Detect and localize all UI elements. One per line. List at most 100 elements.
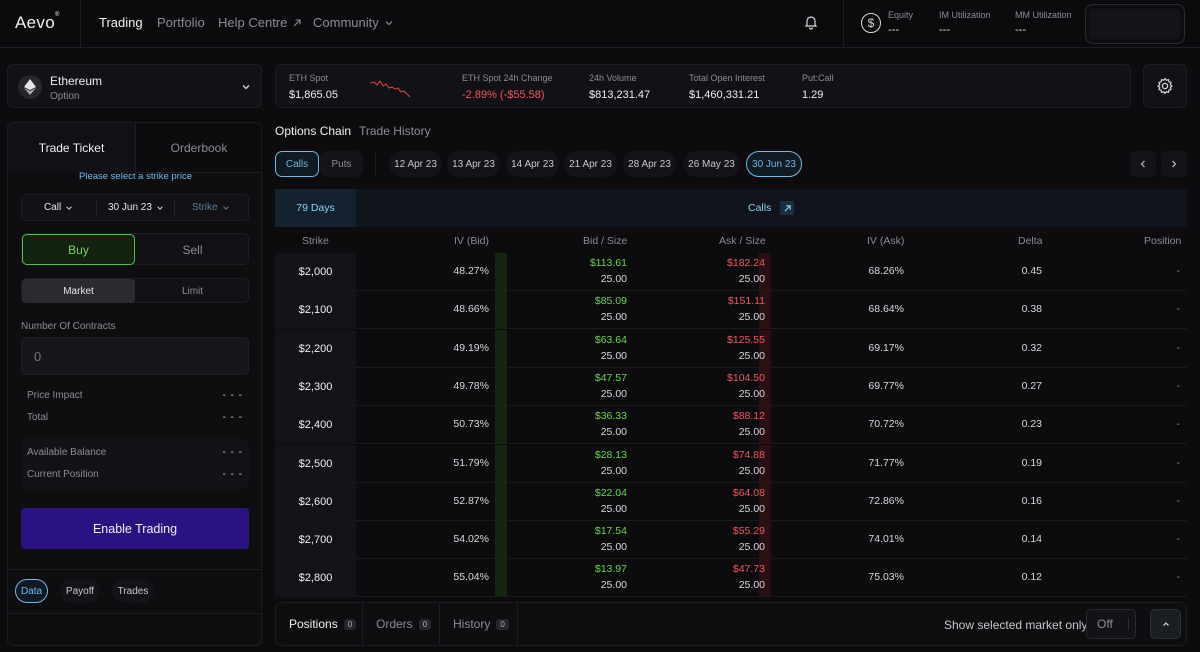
ask-size-cell: 25.00 [738, 387, 765, 400]
expiry-21-apr-23[interactable]: 21 Apr 23 [564, 151, 617, 177]
side-label: Calls [748, 202, 772, 214]
limit-order-button[interactable]: Limit [181, 285, 204, 297]
bid-price-cell[interactable]: $28.13 [594, 448, 627, 461]
ask-depth-bar [759, 329, 771, 368]
bid-price-cell[interactable]: $113.61 [589, 257, 627, 269]
header-bid-size: Bid / Size [583, 235, 628, 247]
position-cell: - [1176, 379, 1181, 392]
ask-depth-bar [759, 521, 771, 560]
tab-orders[interactable]: Orders 0 [376, 603, 432, 645]
arrow-up-right-icon[interactable] [780, 201, 794, 215]
ask-price-cell[interactable]: $64.08 [732, 486, 765, 499]
iv-ask-cell: 69.77% [868, 379, 904, 392]
expiry-14-apr-23[interactable]: 14 Apr 23 [506, 151, 559, 177]
chevron-right-icon[interactable] [1161, 151, 1187, 177]
expiry-26-may-23[interactable]: 26 May 23 [683, 151, 740, 177]
bid-size-cell: 25.00 [600, 349, 627, 362]
iv-bid-cell: 49.19% [453, 341, 489, 354]
bid-price-cell[interactable]: $13.97 [594, 563, 627, 576]
expiry-30-jun-23[interactable]: 30 Jun 23 [746, 151, 802, 177]
iv-ask-cell: 68.26% [868, 265, 904, 277]
ask-price-cell[interactable]: $151.11 [727, 295, 765, 308]
pill-trades[interactable]: Trades [112, 579, 154, 603]
ask-price-cell[interactable]: $47.73 [732, 563, 765, 576]
account-button[interactable] [1085, 4, 1185, 44]
table-row[interactable]: $2,000 48.27% $113.61 25.00 $182.24 25.00 68.2… [275, 253, 1187, 291]
eth-spot-stat: ETH Spot $1,865.05 [289, 73, 338, 101]
ask-price-cell[interactable]: $104.50 [727, 371, 765, 384]
nav-trading[interactable]: Trading [99, 15, 143, 30]
strike-hint: Please select a strike price [79, 171, 192, 182]
calls-toggle[interactable]: Calls [275, 151, 319, 177]
chevron-left-icon[interactable] [1130, 151, 1156, 177]
pill-data[interactable]: Data [15, 579, 48, 603]
bid-depth-bar [495, 406, 507, 445]
ask-price-cell[interactable]: $88.12 [732, 410, 765, 423]
contracts-label: Number Of Contracts [21, 321, 116, 332]
tab-positions[interactable]: Positions 0 [289, 603, 357, 645]
bid-price-cell[interactable]: $36.33 [594, 410, 627, 423]
bid-price-cell[interactable]: $22.04 [594, 486, 627, 499]
table-row[interactable]: $2,700 54.02% $17.54 25.00 $55.29 25.00 74.01%… [275, 521, 1187, 560]
table-row[interactable]: $2,100 48.66% $85.09 25.00 $151.11 25.00 68.64… [275, 291, 1187, 330]
market-order-button[interactable]: Market [22, 279, 135, 303]
expiry-select[interactable]: 30 Jun 23 [108, 202, 164, 213]
ask-depth-bar [759, 367, 771, 406]
pill-payoff[interactable]: Payoff [60, 579, 100, 603]
iv-bid-cell: 55.04% [453, 571, 489, 584]
nav-divider [80, 0, 81, 48]
ask-price-cell[interactable]: $182.24 [727, 257, 765, 269]
position-cell: - [1176, 418, 1181, 431]
ask-price-cell[interactable]: $125.55 [727, 333, 765, 346]
bell-icon[interactable] [803, 14, 819, 30]
show-selected-toggle[interactable]: Off [1086, 609, 1136, 639]
aevo-logo[interactable]: Aevo® [15, 12, 60, 32]
im-utilization-stat: IM Utilization --- [939, 10, 991, 36]
table-row[interactable]: $2,600 52.87% $22.04 25.00 $64.08 25.00 72.86%… [275, 482, 1187, 521]
buy-button[interactable]: Buy [22, 234, 135, 265]
market-type: Option [50, 91, 80, 102]
position-cell: - [1176, 303, 1181, 316]
iv-bid-cell: 48.27% [453, 265, 489, 277]
tab-trade-ticket[interactable]: Trade Ticket [8, 123, 135, 173]
bid-depth-bar [495, 329, 507, 368]
puts-toggle[interactable]: Puts [320, 151, 363, 177]
option-type-select[interactable]: Call [44, 202, 73, 213]
nav-community[interactable]: Community [313, 15, 394, 30]
table-header: Strike IV (Bid) Bid / Size Ask / Size IV… [275, 227, 1187, 253]
table-row[interactable]: $2,400 50.73% $36.33 25.00 $88.12 25.00 70.72%… [275, 406, 1187, 445]
expiry-28-apr-23[interactable]: 28 Apr 23 [623, 151, 676, 177]
table-row[interactable]: $2,300 49.78% $47.57 25.00 $104.50 25.00 69.77… [275, 367, 1187, 406]
table-row[interactable]: $2,800 55.04% $13.97 25.00 $47.73 25.00 75.03%… [275, 559, 1187, 598]
nav-help-centre[interactable]: Help Centre [218, 15, 302, 30]
bid-price-cell[interactable]: $63.64 [594, 333, 627, 346]
strike-cell: $2,000 [275, 253, 356, 291]
tab-options-chain[interactable]: Options Chain [275, 124, 352, 138]
market-selector[interactable]: Ethereum Option [7, 64, 262, 108]
bid-depth-bar [495, 559, 507, 598]
expiry-13-apr-23[interactable]: 13 Apr 23 [447, 151, 500, 177]
contracts-input[interactable] [21, 337, 249, 375]
position-cell: - [1176, 265, 1181, 277]
tab-trade-history[interactable]: Trade History [359, 124, 431, 138]
iv-bid-cell: 52.87% [453, 494, 489, 507]
enable-trading-button[interactable]: Enable Trading [21, 508, 249, 549]
tab-history[interactable]: History 0 [453, 603, 509, 645]
strike-select[interactable]: Strike [192, 202, 230, 213]
nav-portfolio[interactable]: Portfolio [157, 15, 205, 30]
iv-ask-cell: 75.03% [868, 571, 904, 584]
ask-price-cell[interactable]: $74.88 [732, 448, 765, 461]
bid-price-cell[interactable]: $85.09 [594, 295, 627, 308]
table-row[interactable]: $2,200 49.19% $63.64 25.00 $125.55 25.00 69.17… [275, 329, 1187, 368]
sell-button[interactable]: Sell [182, 242, 203, 257]
table-row[interactable]: $2,500 51.79% $28.13 25.00 $74.88 25.00 71.77%… [275, 444, 1187, 483]
bid-price-cell[interactable]: $47.57 [594, 371, 627, 384]
ask-price-cell[interactable]: $55.29 [732, 525, 765, 538]
expiry-12-apr-23[interactable]: 12 Apr 23 [389, 151, 442, 177]
iv-bid-cell: 54.02% [453, 533, 489, 546]
bid-price-cell[interactable]: $17.54 [594, 525, 627, 538]
chevron-up-icon[interactable] [1150, 609, 1181, 639]
tab-orderbook[interactable]: Orderbook [135, 123, 261, 173]
bid-size-cell: 25.00 [600, 579, 627, 592]
gear-icon[interactable] [1143, 64, 1187, 108]
